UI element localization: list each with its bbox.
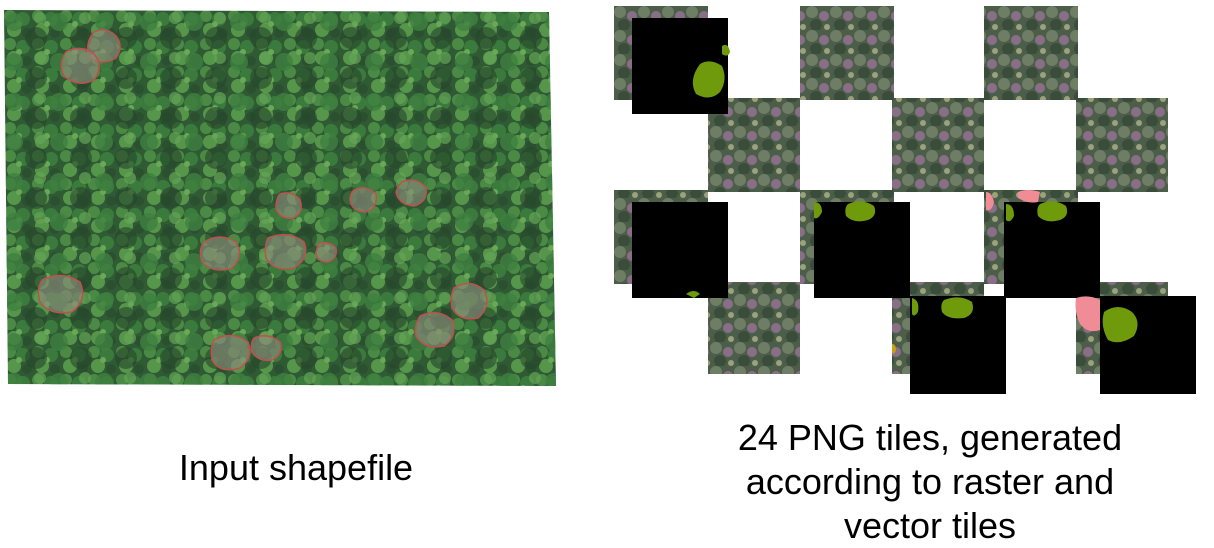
caption-line: 24 PNG tiles, generated	[737, 417, 1123, 458]
crown-label-green	[1006, 201, 1068, 222]
crown-label-green	[1102, 307, 1138, 343]
crown-label-green	[912, 297, 973, 319]
tree-crown	[450, 282, 488, 320]
crown-label-green	[686, 291, 700, 298]
caption-line: according to raster and	[745, 461, 1115, 502]
input-shapefile-caption: Input shapefile	[178, 447, 414, 488]
mask-tile	[632, 202, 728, 298]
crown-label-yellow	[892, 344, 896, 354]
tree-crown	[199, 236, 240, 271]
tree-crown-outlines	[37, 29, 488, 371]
input-shapefile-image	[4, 10, 556, 386]
tree-crown	[264, 234, 307, 270]
png-tiles-grid	[614, 6, 1196, 394]
crown-label-green	[692, 44, 730, 98]
crown-labels	[686, 44, 1138, 354]
tree-crown	[414, 312, 455, 348]
raster-tile	[892, 98, 984, 192]
tree-crown	[315, 241, 338, 263]
tree-crown	[275, 192, 302, 220]
tree-crown	[37, 274, 84, 314]
crown-label-green	[814, 201, 876, 222]
raster-tile	[800, 6, 894, 100]
tree-crown	[250, 335, 282, 362]
crown-label-pink	[986, 190, 1040, 211]
tree-crown	[395, 179, 427, 207]
tree-crown	[210, 334, 251, 371]
raster-tile	[1076, 98, 1168, 192]
crown-label-pink	[1075, 296, 1100, 332]
png-tiles-caption: 24 PNG tiles, generated according to ras…	[690, 416, 1170, 548]
tree-crown	[349, 187, 378, 213]
raster-tile	[984, 6, 1078, 100]
caption-line: vector tiles	[843, 505, 1017, 546]
tree-crown	[60, 47, 100, 84]
